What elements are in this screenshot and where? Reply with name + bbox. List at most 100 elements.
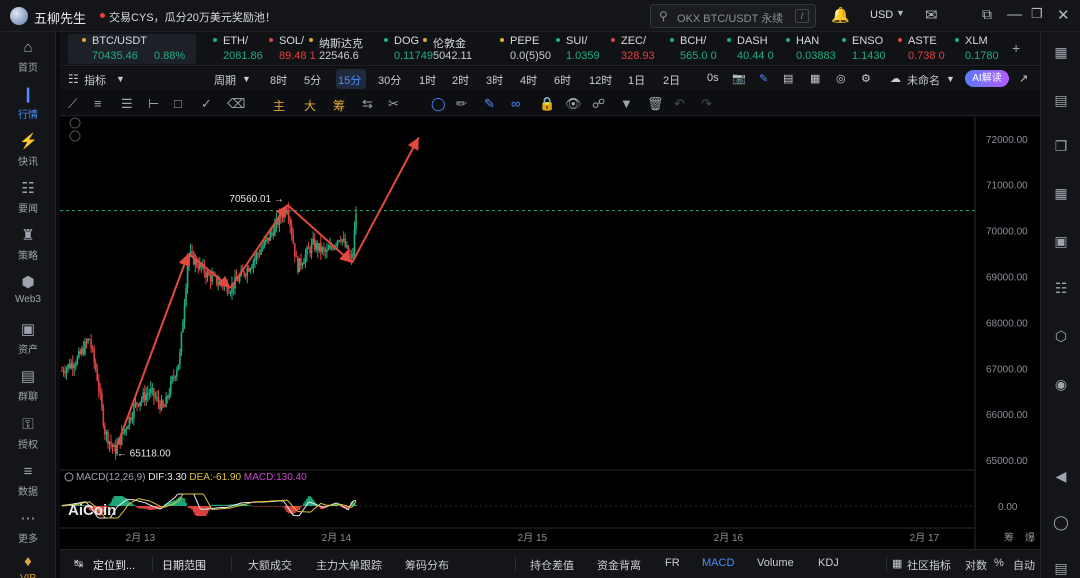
bottom-tab-10[interactable]: KDJ bbox=[818, 557, 839, 569]
trendline-tool-icon[interactable]: ⟋ bbox=[68, 96, 78, 111]
locate-icon[interactable]: ↹ bbox=[74, 558, 84, 570]
sidebar-item-2[interactable]: ⚡ 快讯 bbox=[0, 134, 56, 169]
fib-tool-icon[interactable]: ☰ bbox=[121, 96, 133, 111]
announcement-link[interactable]: 交易CYS，瓜分20万美元奖励池！ bbox=[109, 12, 276, 24]
bottom-tab-1[interactable]: 日期范围 bbox=[162, 560, 206, 572]
indicator-button[interactable]: 指标 bbox=[84, 75, 106, 87]
target-icon[interactable]: ◎ bbox=[836, 73, 846, 85]
layout-name[interactable]: 未命名 bbox=[907, 75, 940, 87]
big-order-toggle[interactable]: 大 bbox=[304, 99, 317, 113]
bottom-tab-7[interactable]: FR bbox=[665, 557, 680, 569]
sidebar-item-9[interactable]: ≡ 数据 bbox=[0, 464, 56, 499]
panel-collapse-icon[interactable]: ▤ bbox=[1054, 560, 1068, 576]
link-icon[interactable]: ☍ bbox=[592, 96, 606, 111]
compare-icon[interactable]: ⇆ bbox=[362, 96, 373, 111]
eye-icon[interactable] bbox=[64, 472, 74, 482]
candlestick-chart-svg[interactable]: 72000.00 71000.00 70000.00 69000.00 68000.00… bbox=[60, 117, 1040, 549]
axis-corner-label[interactable]: 筹 bbox=[1004, 531, 1014, 544]
sidebar-item-3[interactable]: ☷ 要闻 bbox=[0, 181, 56, 216]
bottom-tab-3[interactable]: 主力大单跟踪 bbox=[316, 560, 382, 572]
layout-grid-icon[interactable]: ▦ bbox=[810, 73, 821, 85]
share-icon[interactable]: ↗ bbox=[1019, 73, 1029, 85]
draw-mode-icon[interactable]: ✎ bbox=[484, 96, 495, 111]
camera-icon[interactable]: 📷 bbox=[732, 73, 746, 85]
bottom-tab-14[interactable]: 自动 bbox=[1013, 560, 1035, 572]
community-indicator-icon[interactable]: ▦ bbox=[892, 558, 903, 570]
eye-icon[interactable]: 👁 bbox=[565, 96, 582, 111]
trend-arrow[interactable] bbox=[113, 253, 190, 452]
restore-icon[interactable]: ❐ bbox=[1031, 6, 1043, 21]
timeframe-9[interactable]: 12时 bbox=[589, 75, 613, 87]
macd-legend[interactable]: MACD(12,26,9) DIF:3.30 DEA:-61.90 MACD:1… bbox=[76, 472, 307, 483]
sidebar-item-6[interactable]: ▣ 资产 bbox=[0, 322, 56, 357]
chat-bubble-icon[interactable]: ◉ bbox=[1054, 376, 1068, 392]
bottom-tab-8[interactable]: MACD bbox=[702, 557, 735, 569]
close-icon[interactable]: ✕ bbox=[1057, 7, 1070, 24]
mail-icon[interactable]: ✉ bbox=[925, 7, 938, 24]
trend-arrow[interactable] bbox=[187, 252, 232, 289]
sidebar-item-11[interactable]: ♦ VIP bbox=[0, 554, 56, 578]
sidebar-item-8[interactable]: ⚿ 授权 bbox=[0, 417, 56, 452]
trash-icon[interactable]: 🗑 bbox=[647, 96, 664, 111]
sidebar-item-7[interactable]: ▤ 群聊 bbox=[0, 369, 56, 404]
timeframe-2[interactable]: 15分 bbox=[338, 75, 362, 87]
undo-icon[interactable]: ↶ bbox=[674, 96, 685, 111]
timeframe-10[interactable]: 1日 bbox=[628, 75, 646, 87]
bottom-tab-4[interactable]: 筹码分布 bbox=[405, 560, 449, 572]
timeframe-3[interactable]: 30分 bbox=[378, 75, 402, 87]
timeframe-0[interactable]: 8时 bbox=[270, 75, 288, 87]
timeframe-11[interactable]: 2日 bbox=[663, 75, 681, 87]
cube-icon[interactable]: ⬡ bbox=[1054, 328, 1068, 344]
axis-corner-label[interactable]: 爆 bbox=[1025, 532, 1035, 544]
chip-toggle[interactable]: 筹 bbox=[333, 99, 346, 113]
bottom-tab-12[interactable]: 对数 bbox=[965, 560, 987, 572]
bottom-tab-9[interactable]: Volume bbox=[757, 557, 794, 569]
timeframe-1[interactable]: 5分 bbox=[304, 75, 322, 87]
orders-icon[interactable]: ☷ bbox=[1054, 280, 1068, 296]
extra-timeframe[interactable]: 0s bbox=[707, 72, 719, 84]
bell-alert-icon[interactable]: ◀ bbox=[1055, 468, 1067, 484]
multi-line-tool-icon[interactable]: ≡ bbox=[94, 96, 102, 111]
scissors-icon[interactable]: ✂ bbox=[388, 96, 399, 111]
cloud-icon[interactable]: ☁ bbox=[890, 73, 901, 85]
bell-icon[interactable]: 🔔 bbox=[831, 7, 850, 24]
delete-drawing-icon[interactable]: ⌫ bbox=[227, 96, 246, 111]
search-input[interactable]: ⚲ OKX BTC/USDT 永续 / bbox=[650, 4, 816, 28]
chevron-toggle-icon[interactable] bbox=[69, 117, 81, 129]
bottom-tab-13[interactable]: % bbox=[994, 557, 1004, 569]
sidebar-item-10[interactable]: ⋯ 更多 bbox=[0, 511, 56, 546]
price-chart[interactable]: 72000.00 71000.00 70000.00 69000.00 68000.00… bbox=[60, 117, 1040, 549]
gallery-icon[interactable]: ▣ bbox=[1054, 233, 1068, 249]
period-button[interactable]: 周期 bbox=[214, 75, 236, 87]
magnet-icon[interactable]: ∞ bbox=[511, 96, 521, 111]
trend-arrow[interactable] bbox=[351, 136, 420, 264]
sidebar-item-1[interactable]: ❙ 行情 bbox=[0, 87, 56, 122]
lock-icon[interactable]: 🔒 bbox=[539, 96, 556, 111]
currency-select[interactable]: USD bbox=[870, 9, 894, 21]
calendar-icon[interactable]: ▦ bbox=[1054, 185, 1068, 201]
settings-icon[interactable]: ⚙ bbox=[861, 73, 871, 85]
timeframe-6[interactable]: 3时 bbox=[486, 75, 504, 87]
layout-grid-icon[interactable]: ▦ bbox=[1054, 44, 1068, 60]
sidebar-item-0[interactable]: ⌂ 首页 bbox=[0, 40, 56, 75]
indicator-icon[interactable]: ☷ bbox=[68, 72, 79, 86]
brush-tool-icon[interactable]: ✓ bbox=[201, 96, 212, 111]
timeframe-7[interactable]: 4时 bbox=[520, 75, 538, 87]
notification-icon[interactable]: ◯ bbox=[1053, 514, 1069, 530]
timeframe-4[interactable]: 1时 bbox=[419, 75, 437, 87]
rectangle-tool-icon[interactable]: □ bbox=[174, 96, 182, 111]
bottom-tab-2[interactable]: 大额成交 bbox=[248, 560, 292, 572]
horizontal-line-tool-icon[interactable]: ⊢ bbox=[148, 96, 160, 111]
chart-style-icon[interactable]: ▤ bbox=[783, 73, 794, 85]
chevron-toggle-icon[interactable] bbox=[69, 130, 81, 142]
bottom-tab-11[interactable]: 社区指标 bbox=[907, 560, 951, 572]
sidebar-item-5[interactable]: ⬢ Web3 bbox=[0, 275, 56, 306]
redo-icon[interactable]: ↷ bbox=[701, 96, 712, 111]
bottom-tab-5[interactable]: 持仓差值 bbox=[530, 560, 574, 572]
minimize-icon[interactable]: — bbox=[1007, 6, 1022, 23]
trend-arrow[interactable] bbox=[286, 204, 353, 264]
main-chart-toggle[interactable]: 主 bbox=[273, 99, 286, 113]
ruler-icon[interactable]: ✏ bbox=[456, 96, 467, 111]
ai-interpret-button[interactable]: AI解读 bbox=[965, 70, 1009, 87]
sidebar-item-4[interactable]: ♜ 策略 bbox=[0, 228, 56, 263]
